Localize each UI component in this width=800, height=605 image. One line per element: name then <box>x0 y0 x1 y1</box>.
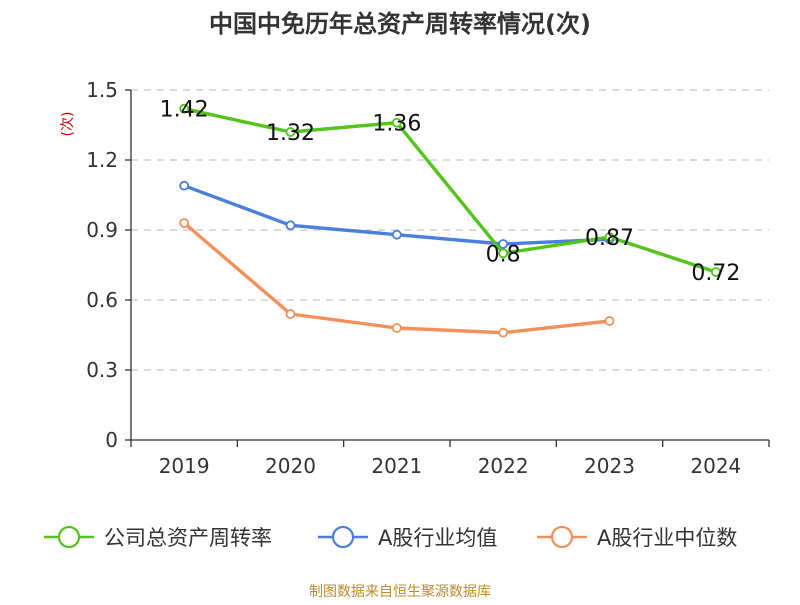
y-tick-label: 0.9 <box>86 218 118 242</box>
data-label: 0.8 <box>486 242 521 267</box>
x-tick-label: 2023 <box>584 454 635 478</box>
y-tick-label: 0.6 <box>86 288 118 312</box>
x-tick-label: 2019 <box>159 454 210 478</box>
data-point <box>285 309 296 319</box>
chart-title: 中国中免历年总资产周转率情况(次) <box>209 10 591 38</box>
legend-marker <box>550 525 574 549</box>
x-tick-label: 2022 <box>478 454 529 478</box>
data-point <box>498 327 509 338</box>
data-point <box>604 232 615 242</box>
data-label: 1.42 <box>160 98 209 123</box>
legend-marker <box>57 525 81 549</box>
data-label: 0.87 <box>585 226 634 251</box>
legend-label: A股行业中位数 <box>597 526 737 550</box>
y-tick-label: 1.5 <box>86 78 118 102</box>
legend-marker <box>331 525 355 549</box>
data-point <box>604 316 615 326</box>
x-tick-label: 2024 <box>690 454 741 478</box>
x-tick-label: 2020 <box>265 454 316 478</box>
data-label: 1.36 <box>372 112 421 137</box>
y-tick-label: 0 <box>105 428 118 452</box>
data-point <box>498 239 509 249</box>
data-point <box>391 117 402 128</box>
legend-label: A股行业均值 <box>378 526 497 550</box>
data-label: 0.72 <box>691 261 740 286</box>
y-tick-label: 1.2 <box>86 148 118 172</box>
data-point <box>391 323 402 333</box>
data-point <box>285 220 296 231</box>
y-tick-label: 0.3 <box>86 358 118 382</box>
data-point <box>710 267 721 277</box>
data-label: 1.32 <box>266 121 315 146</box>
axis-layer: 0 0.3 0.6 0.9 1.2 1.5 2019 2020 2021 2022 2023 2024 <box>86 78 770 478</box>
data-point <box>179 180 190 191</box>
data-point <box>391 229 402 240</box>
data-point <box>179 218 190 228</box>
series-layer <box>179 103 721 338</box>
y-axis-label: (次) <box>60 112 76 137</box>
legend-label: 公司总资产周转率 <box>104 526 272 550</box>
source-note: 制图数据来自恒生聚源数据库 <box>309 584 491 600</box>
data-label-layer: 1.42 1.32 1.36 0.8 0.87 0.72 <box>160 98 741 286</box>
x-tick-label: 2021 <box>371 454 422 478</box>
grid-layer <box>131 89 769 371</box>
legend: 公司总资产周转率 A股行业均值 A股行业中位数 <box>44 525 737 550</box>
data-point <box>179 103 190 114</box>
series-line <box>182 107 718 274</box>
data-point <box>285 127 296 137</box>
data-point <box>498 248 509 259</box>
